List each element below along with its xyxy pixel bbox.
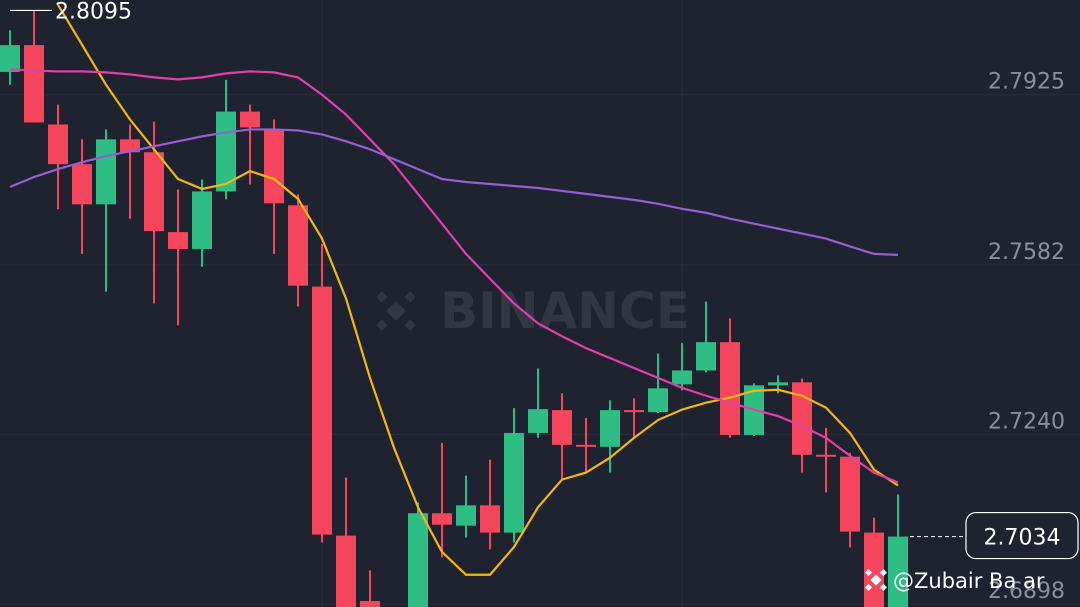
candle-body [888, 536, 908, 607]
candle-body [48, 124, 68, 165]
candle-body [336, 535, 356, 607]
candle-body [264, 129, 284, 204]
candle-body [696, 342, 716, 371]
candle-body [96, 139, 116, 205]
candle-body [24, 45, 44, 123]
ma-line [57, 4, 899, 576]
candle-body [576, 444, 596, 447]
candle-body [624, 410, 644, 413]
candle-body [864, 532, 884, 607]
credit-logo-part [879, 569, 887, 577]
last-price-box [965, 511, 1079, 560]
candle-body [144, 152, 164, 232]
y-tick-label: 2.7240 [988, 409, 1065, 434]
watermark: BINANCE [376, 282, 690, 340]
y-tick-label: 2.6898 [988, 579, 1065, 604]
candle-body [600, 410, 620, 447]
last-price-label: 2.7034 [984, 526, 1061, 551]
candle-body [192, 191, 212, 249]
candle-body [360, 601, 380, 607]
candle-body [312, 286, 332, 535]
candle-body [552, 410, 572, 445]
candle-body [72, 164, 92, 205]
candle-body [672, 370, 692, 385]
candle-body [768, 382, 788, 386]
candle-body [792, 382, 812, 455]
watermark-logo [376, 291, 416, 331]
credit-logo-part [865, 569, 873, 577]
y-tick-label: 2.7925 [988, 70, 1065, 95]
candle-body [720, 342, 740, 435]
credit-text: @Zubair Ba ar [893, 569, 1045, 593]
high-marker-label: 2.8095 [55, 0, 132, 24]
candle-body [240, 111, 260, 128]
candle-body [480, 505, 500, 533]
credit-logo-part [879, 583, 887, 591]
candle-body [168, 232, 188, 249]
candle-body [0, 45, 20, 72]
ma-line [9, 128, 899, 256]
candle-body [504, 432, 524, 533]
grid: 2.7925 2.7582 2.7240 2.6898 [0, 70, 1080, 605]
candle-body [408, 513, 428, 607]
candle-body [648, 388, 668, 413]
candle-body [528, 409, 548, 433]
candle-body [288, 205, 308, 286]
candle-body [456, 505, 476, 526]
candle-body [120, 139, 140, 153]
y-tick-label: 2.7582 [988, 240, 1065, 265]
credit-logo-part [865, 583, 873, 591]
ma-line [9, 68, 899, 484]
watermark-text: BINANCE [440, 282, 690, 340]
plot [0, 4, 908, 607]
candle-body [432, 513, 452, 525]
candle-body [816, 454, 836, 457]
candle-body [840, 456, 860, 532]
